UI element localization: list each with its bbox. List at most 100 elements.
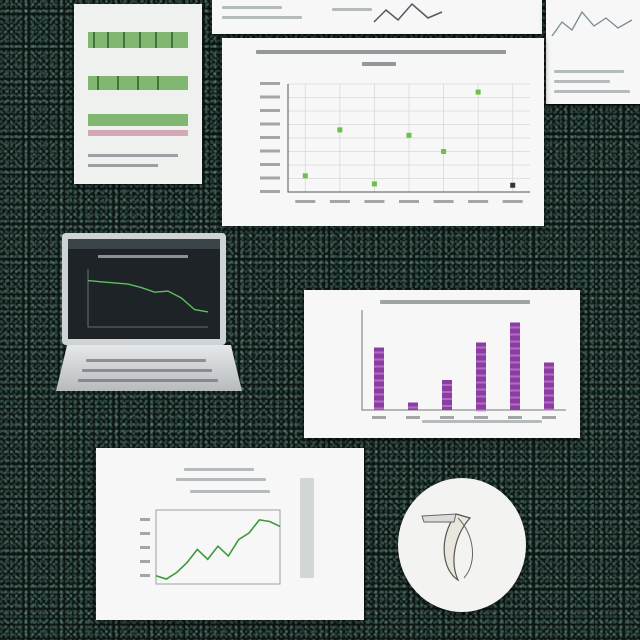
scatter-point xyxy=(371,181,377,187)
bar-stripe xyxy=(408,406,418,409)
bar-stripe xyxy=(374,358,384,361)
banana-icon xyxy=(421,513,474,582)
bar-stripe xyxy=(476,360,486,363)
y-tick-label xyxy=(140,560,150,563)
bar-stripe xyxy=(374,386,384,389)
y-tick-label xyxy=(260,136,280,139)
bar-chart-paper xyxy=(304,290,580,438)
bar-stripe xyxy=(374,372,384,375)
bar-stripe xyxy=(510,368,520,371)
bar-stripe xyxy=(476,395,486,398)
line-chart xyxy=(140,509,281,585)
bar-stripe xyxy=(476,409,486,412)
bar-stripe xyxy=(510,333,520,336)
bar-stripe xyxy=(442,405,452,407)
bar-stripe xyxy=(374,351,384,354)
top-right-paper xyxy=(546,0,640,104)
x-tick-label xyxy=(406,416,420,419)
bar xyxy=(510,322,520,410)
y-tick-label xyxy=(260,82,280,85)
laptop-keyboard xyxy=(56,345,242,391)
bar-stripe xyxy=(442,391,452,393)
screen-toolbar xyxy=(68,239,220,249)
y-tick-label xyxy=(260,190,280,193)
y-tick-label xyxy=(140,532,150,535)
laptop-screen xyxy=(62,233,226,345)
x-tick-label xyxy=(295,200,316,203)
laptop-line-chart xyxy=(68,239,220,328)
bar-stripe xyxy=(510,347,520,350)
x-tick-label xyxy=(508,416,522,419)
y-tick-label xyxy=(260,95,280,99)
x-tick-label xyxy=(474,416,488,419)
scatter-plot xyxy=(260,82,530,203)
x-tick-label xyxy=(542,416,556,419)
top-strip-paper xyxy=(212,0,542,34)
y-tick-label xyxy=(140,518,150,521)
y-tick-label xyxy=(260,122,280,126)
line-chart-paper xyxy=(96,448,364,620)
bar-stripe xyxy=(544,401,554,404)
bar xyxy=(544,362,554,410)
bar-stripe xyxy=(374,407,384,410)
plot-frame xyxy=(155,509,281,585)
bar xyxy=(374,347,384,410)
bar-stripe xyxy=(510,354,520,357)
bar-stripe xyxy=(510,396,520,399)
notebook-sketch xyxy=(88,32,188,167)
x-tick-label xyxy=(372,416,386,419)
bar-stripe xyxy=(510,361,520,364)
bar-stripe xyxy=(476,353,486,356)
bar-stripe xyxy=(544,366,554,369)
axis xyxy=(287,84,530,193)
bar-stripe xyxy=(544,408,554,411)
top-strip-sketch xyxy=(373,2,443,23)
bar-stripe xyxy=(510,375,520,378)
top-right-sketch xyxy=(551,10,633,37)
y-tick-label xyxy=(140,574,150,577)
series-line xyxy=(87,279,209,313)
screen-title xyxy=(98,255,188,258)
bar-stripe xyxy=(442,384,452,386)
series-line xyxy=(155,519,281,580)
x-tick-label xyxy=(433,200,454,203)
x-tick-label xyxy=(502,200,523,203)
x-tick-label xyxy=(468,200,489,203)
bar-stripe xyxy=(510,326,520,329)
scatter-point xyxy=(406,132,412,138)
bar-stripe xyxy=(510,389,520,392)
y-tick-label xyxy=(260,109,280,112)
bar-stripe xyxy=(374,393,384,396)
scatter-point xyxy=(337,127,343,133)
bar-stripe xyxy=(442,398,452,400)
bar-stripe xyxy=(476,388,486,391)
x-tick-label xyxy=(440,416,454,419)
bar-stripe xyxy=(544,380,554,383)
bar-stripe xyxy=(544,394,554,397)
scatter-chart-paper xyxy=(222,38,544,226)
bar-stripe xyxy=(510,403,520,406)
x-tick-label xyxy=(329,200,350,203)
notebook-page xyxy=(74,4,202,184)
bar-stripe xyxy=(544,387,554,390)
bar-stripe xyxy=(476,381,486,384)
bar xyxy=(408,402,418,410)
axis xyxy=(87,269,208,328)
x-tick-label xyxy=(364,200,385,203)
scatter-point xyxy=(302,173,308,179)
scatter-point xyxy=(441,149,447,154)
bar-stripe xyxy=(374,379,384,382)
bar-stripe xyxy=(476,374,486,377)
x-tick-label xyxy=(399,200,419,203)
y-tick-label xyxy=(260,163,280,166)
y-tick-label xyxy=(260,176,280,180)
bar-stripe xyxy=(510,340,520,343)
bar-stripe xyxy=(476,367,486,370)
plate xyxy=(398,478,526,612)
bar-stripe xyxy=(374,400,384,403)
bar-stripe xyxy=(476,346,486,349)
bar-stripe xyxy=(374,365,384,368)
y-tick-label xyxy=(140,546,150,549)
axis xyxy=(361,310,566,411)
bar xyxy=(442,380,452,410)
